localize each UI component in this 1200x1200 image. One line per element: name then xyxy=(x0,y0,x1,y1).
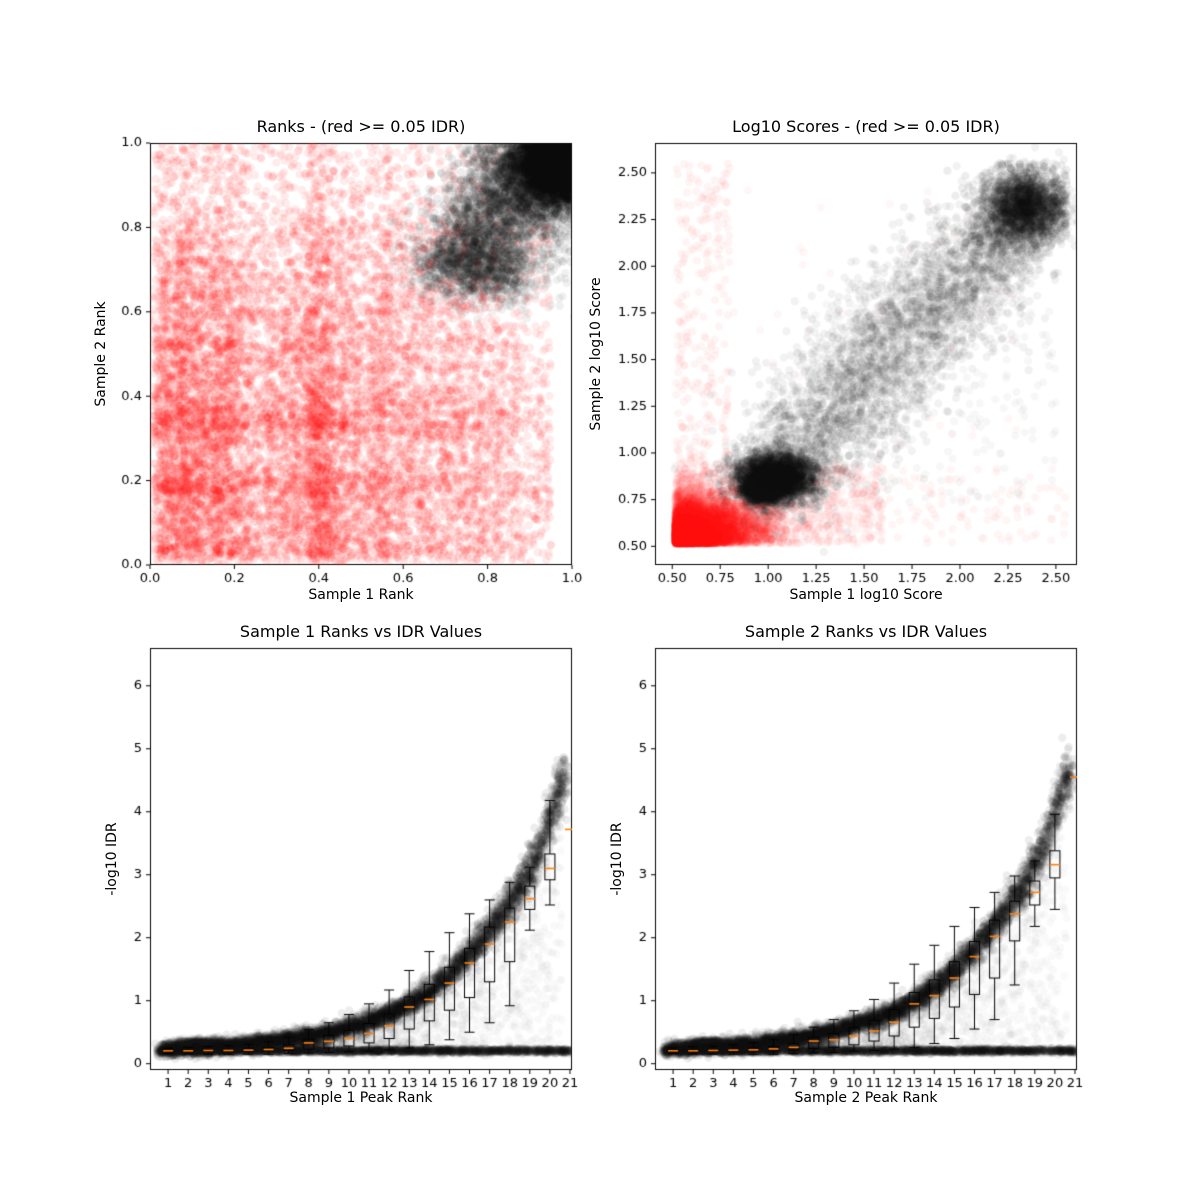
x-axis-label-log10-scores: Sample 1 log10 Score xyxy=(789,587,943,603)
y-axis-label-log10-scores: Sample 2 log10 Score xyxy=(588,277,604,431)
chart-title-log10-scores: Log10 Scores - (red >= 0.05 IDR) xyxy=(732,117,1000,136)
chart-title-ranks: Ranks - (red >= 0.05 IDR) xyxy=(256,117,466,136)
y-axis-label-ranks: Sample 2 Rank xyxy=(93,301,109,407)
y-axis-label-sample1-idr: -log10 IDR xyxy=(104,822,120,896)
chart-title-sample2-idr: Sample 2 Ranks vs IDR Values xyxy=(744,622,988,641)
x-axis-label-ranks: Sample 1 Rank xyxy=(308,587,414,603)
x-axis-label-sample2-peak-rank: Sample 2 Peak Rank xyxy=(794,1090,938,1106)
y-axis-label-sample2-idr: -log10 IDR xyxy=(609,822,625,896)
chart-title-sample1-idr: Sample 1 Ranks vs IDR Values xyxy=(239,622,483,641)
x-axis-label-sample1-peak-rank: Sample 1 Peak Rank xyxy=(289,1090,433,1106)
